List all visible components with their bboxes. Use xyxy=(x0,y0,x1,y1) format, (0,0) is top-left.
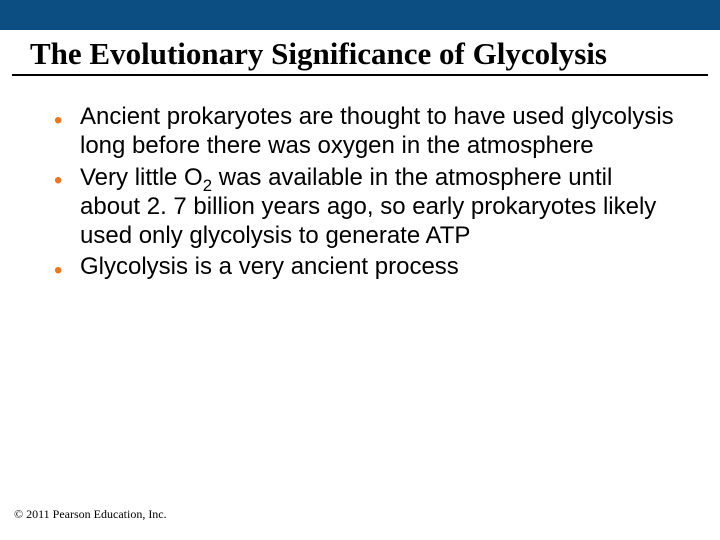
bullet-icon: • xyxy=(54,256,62,285)
copyright-text: © 2011 Pearson Education, Inc. xyxy=(14,507,167,522)
bullet-icon: • xyxy=(54,166,62,195)
list-item: • Very little O2 was available in the atm… xyxy=(44,163,676,251)
header-bar xyxy=(0,0,720,30)
slide: The Evolutionary Significance of Glycoly… xyxy=(0,0,720,540)
content-area: • Ancient prokaryotes are thought to have… xyxy=(0,76,720,282)
list-item-text: Glycolysis is a very ancient process xyxy=(80,253,459,280)
bullet-list: • Ancient prokaryotes are thought to have… xyxy=(44,102,676,282)
list-item: •Glycolysis is a very ancient process xyxy=(44,252,676,281)
list-item-text: Ancient prokaryotes are thought to have … xyxy=(80,103,674,159)
list-item: • Ancient prokaryotes are thought to have… xyxy=(44,102,676,161)
page-title: The Evolutionary Significance of Glycoly… xyxy=(12,30,708,76)
bullet-icon: • xyxy=(54,106,62,135)
list-item-text: Very little O2 was available in the atmo… xyxy=(80,164,656,250)
